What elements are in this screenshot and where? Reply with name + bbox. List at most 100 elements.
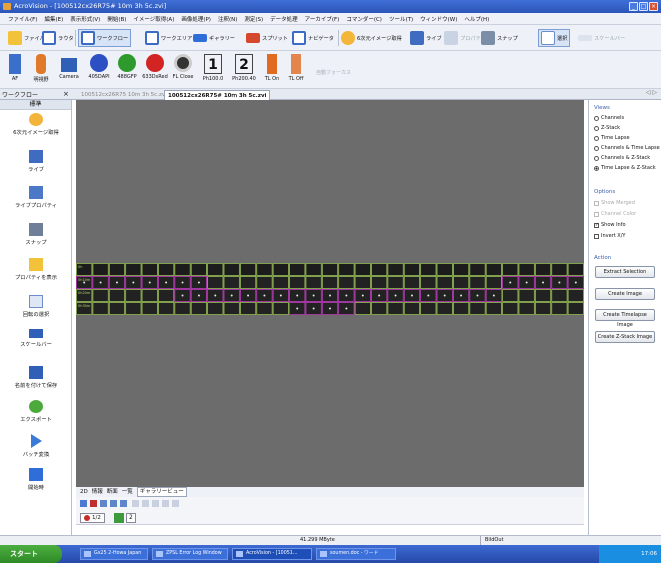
scalebar-tool-button[interactable]: スケールバー: [578, 29, 625, 47]
gallery-thumbnail[interactable]: [76, 302, 93, 315]
close-button[interactable]: ×: [649, 2, 658, 11]
option-show-info[interactable]: ✓ Show Info: [594, 222, 626, 228]
gallery-thumbnail[interactable]: [387, 302, 404, 315]
taskbar-item-4[interactable]: soumen.doc - ワード: [316, 548, 396, 560]
gallery-thumbnail[interactable]: [551, 289, 568, 302]
gallery-thumbnail[interactable]: [92, 289, 109, 302]
doc-tab-inactive[interactable]: 100512cx26R75 10m 3h 5c.zvi *: [81, 92, 172, 98]
sidebar-item-live-property[interactable]: ライブプロパティ: [0, 186, 72, 209]
pointer-tool-icon[interactable]: [80, 500, 87, 507]
option-channel-color[interactable]: Channel Color: [594, 211, 636, 217]
gallery-thumbnail[interactable]: [436, 276, 453, 289]
gallery-thumbnail[interactable]: [289, 263, 306, 276]
gallery-thumbnail[interactable]: [551, 302, 568, 315]
gallery-thumbnail[interactable]: [305, 276, 322, 289]
brightfield-button[interactable]: 明視野: [28, 54, 54, 83]
gallery-tool-button[interactable]: ギャラリー: [193, 29, 235, 47]
view-option-channels[interactable]: Channels: [594, 115, 624, 121]
sidebar-item-multidim-acquire[interactable]: 6次元イメージ取得: [0, 113, 72, 136]
gallery-thumbnail[interactable]: [92, 302, 109, 315]
live-tool-button[interactable]: ライブ: [410, 29, 442, 47]
gallery-thumbnail[interactable]: [469, 302, 486, 315]
text-tool-icon[interactable]: [142, 500, 149, 507]
gallery-thumbnail[interactable]: [485, 263, 502, 276]
gallery-thumbnail[interactable]: [272, 263, 289, 276]
gallery-thumbnail[interactable]: [338, 276, 355, 289]
gallery-thumbnail[interactable]: [436, 263, 453, 276]
view-option-zstack[interactable]: Z-Stack: [594, 125, 620, 131]
radio-channels-timelapse[interactable]: [594, 145, 599, 151]
gallery-grid[interactable]: 0h 0h10m 0h20m 0h30m: [76, 100, 584, 487]
gallery-thumbnail[interactable]: [469, 276, 486, 289]
create-timelapse-image-button[interactable]: Create Timelapse Image: [595, 309, 655, 328]
gallery-thumbnail[interactable]: [272, 302, 289, 315]
gallery-thumbnail[interactable]: [108, 289, 126, 302]
gallery-thumbnail[interactable]: [371, 276, 388, 289]
sidebar-item-rotate-select[interactable]: 回転の選択: [0, 295, 72, 318]
doc-tab-active[interactable]: 100512cx26R75# 10ｍ 3h 5c.zvi: [164, 90, 271, 100]
tab-2d[interactable]: 2D: [80, 489, 88, 495]
view-option-timelapse-zstack[interactable]: Time Lapse & Z-Stack: [594, 165, 656, 171]
gallery-thumbnail[interactable]: [403, 276, 421, 289]
radio-zstack[interactable]: [594, 125, 599, 131]
gallery-thumbnail[interactable]: [387, 263, 404, 276]
gallery-thumbnail[interactable]: [174, 263, 191, 276]
workflow-tool-button[interactable]: ワークフロー: [78, 29, 132, 47]
gallery-thumbnail[interactable]: [453, 302, 470, 315]
view-option-channels-timelapse[interactable]: Channels & Time Lapse: [594, 145, 660, 151]
gallery-thumbnail[interactable]: [305, 263, 322, 276]
menu-process[interactable]: 画像処理(P): [181, 16, 211, 23]
gallery-thumbnail[interactable]: [207, 263, 224, 276]
multi-dim-acquire-button[interactable]: 6次元イメージ取得: [341, 29, 402, 47]
frame-counter[interactable]: 1/2: [80, 513, 105, 523]
checkbox-channel-color[interactable]: [594, 211, 599, 217]
gallery-thumbnail[interactable]: [207, 276, 224, 289]
gallery-thumbnail[interactable]: [92, 263, 109, 276]
sidebar-item-start[interactable]: 開始時: [0, 468, 72, 491]
gallery-thumbnail[interactable]: [141, 302, 158, 315]
gallery-thumbnail[interactable]: [453, 263, 470, 276]
gallery-thumbnail[interactable]: [223, 263, 240, 276]
tab-list[interactable]: 一覧: [121, 489, 133, 495]
gallery-thumbnail[interactable]: [485, 276, 502, 289]
gallery-thumbnail[interactable]: [125, 289, 142, 302]
gallery-thumbnail[interactable]: [567, 302, 584, 315]
gallery-thumbnail[interactable]: [502, 302, 519, 315]
gallery-thumbnail[interactable]: [158, 302, 175, 315]
gallery-thumbnail[interactable]: [174, 302, 191, 315]
gallery-thumbnail[interactable]: [354, 276, 371, 289]
radio-channels-zstack[interactable]: [594, 155, 599, 161]
gallery-thumbnail[interactable]: [403, 302, 421, 315]
gallery-thumbnail[interactable]: [387, 276, 404, 289]
channel-number[interactable]: 2: [126, 513, 136, 523]
dsred-button[interactable]: 633DsRed: [142, 54, 168, 80]
sidebar-item-snap[interactable]: スナップ: [0, 223, 72, 246]
gallery-thumbnail[interactable]: [338, 263, 355, 276]
workarea-tool-button[interactable]: ワークエリア: [145, 29, 192, 47]
file-tool-button[interactable]: ファイル: [8, 29, 45, 47]
tab-section[interactable]: 断面: [106, 489, 118, 495]
minimize-button[interactable]: _: [629, 2, 638, 11]
gallery-thumbnail[interactable]: [272, 276, 289, 289]
taskbar-item-1[interactable]: Gx25 2-Howa Japan: [80, 548, 148, 560]
gallery-thumbnail[interactable]: [453, 276, 470, 289]
view-option-channels-zstack[interactable]: Channels & Z-Stack: [594, 155, 650, 161]
navigator-tool-button[interactable]: ナビゲータ: [292, 29, 334, 47]
gallery-thumbnail[interactable]: [239, 276, 257, 289]
menu-measure[interactable]: 測定(S): [244, 16, 264, 23]
image-view[interactable]: 0h 0h10m 0h20m 0h30m: [76, 100, 584, 487]
menu-annotate[interactable]: 注釈(N): [217, 16, 238, 23]
gallery-thumbnail[interactable]: [420, 276, 437, 289]
menu-view[interactable]: 表示形式(V): [70, 16, 101, 23]
sidebar-item-show-property[interactable]: プロパティを表示: [0, 258, 72, 281]
radio-timelapse-zstack[interactable]: [594, 165, 599, 171]
gallery-thumbnail[interactable]: [518, 302, 535, 315]
gallery-thumbnail[interactable]: [502, 263, 519, 276]
gallery-thumbnail[interactable]: [256, 263, 273, 276]
line-tool-icon[interactable]: [152, 500, 159, 507]
tab-info[interactable]: 情報: [91, 489, 103, 495]
gallery-thumbnail[interactable]: [289, 276, 306, 289]
gallery-thumbnail[interactable]: [420, 263, 437, 276]
tab-gallery-view[interactable]: ギャラリービュー: [136, 487, 187, 497]
tab-scroll-arrows[interactable]: ◁ ▷: [645, 89, 657, 96]
